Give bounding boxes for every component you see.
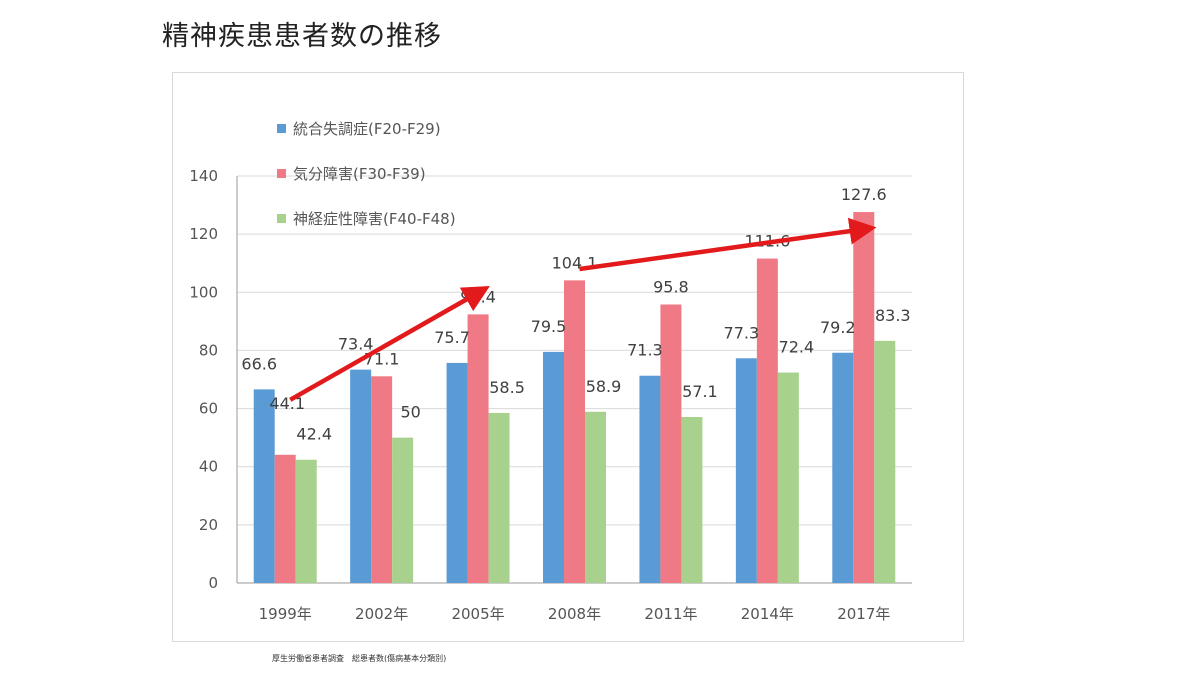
data-label: 57.1 — [682, 382, 718, 401]
page-title: 精神疾患患者数の推移 — [162, 21, 442, 52]
y-tick-label: 80 — [199, 341, 218, 359]
bar — [756, 258, 778, 583]
trend-arrow — [579, 217, 877, 272]
data-label: 66.6 — [241, 354, 277, 373]
data-label: 127.6 — [841, 185, 887, 204]
y-tick-label: 140 — [189, 167, 218, 185]
x-tick-label: 1999年 — [259, 605, 312, 623]
data-label: 79.5 — [531, 317, 567, 336]
bar — [467, 314, 489, 583]
legend-swatch — [277, 214, 286, 223]
bar — [564, 280, 585, 583]
bar — [660, 304, 682, 583]
source-note: 厚生労働省患者調査 総患者数(傷病基本分類別) — [272, 654, 447, 663]
legend-swatch — [277, 124, 286, 133]
y-tick-label: 20 — [199, 516, 218, 534]
legend: 統合失調症(F20-F29) 気分障害(F30-F39) 神経症性障害(F40-F4… — [277, 120, 456, 228]
data-label: 73.4 — [338, 335, 374, 354]
bar — [735, 358, 757, 583]
data-label: 72.4 — [779, 338, 815, 357]
data-label: 58.5 — [489, 378, 525, 397]
bar — [253, 389, 275, 583]
trend-arrows — [289, 217, 877, 402]
y-tick-label: 0 — [208, 574, 218, 592]
legend-label: 神経症性障害(F40-F48) — [293, 210, 456, 228]
bar — [350, 369, 372, 583]
data-label: 95.8 — [653, 277, 689, 296]
bar — [295, 459, 317, 583]
trend-arrow — [289, 286, 490, 402]
y-tick-label: 60 — [199, 400, 218, 418]
bar — [543, 351, 564, 583]
x-tick-label: 2002年 — [355, 605, 408, 623]
legend-label: 気分障害(F30-F39) — [293, 165, 426, 183]
bar — [639, 375, 661, 583]
y-tick-label: 40 — [199, 458, 218, 476]
data-label: 83.3 — [875, 306, 911, 325]
axes: 0 20 40 60 80 100 120 140 1999年 2002年 2005年 2008年 20… — [189, 167, 912, 623]
bar — [585, 411, 606, 583]
bar — [371, 376, 393, 583]
data-label: 79.2 — [820, 318, 856, 337]
bar — [681, 417, 703, 583]
data-label: 71.3 — [627, 341, 663, 360]
bar — [274, 454, 296, 583]
bars — [253, 212, 896, 583]
data-label: 75.7 — [434, 328, 470, 347]
bar — [777, 372, 799, 583]
data-label: 71.1 — [364, 349, 400, 368]
data-label: 50 — [400, 403, 420, 422]
legend-label: 統合失調症(F20-F29) — [293, 120, 441, 138]
bar — [874, 340, 896, 583]
x-tick-label: 2008年 — [548, 605, 601, 623]
bar — [392, 437, 414, 583]
x-tick-label: 2005年 — [451, 605, 504, 623]
bar — [853, 212, 875, 583]
data-label: 77.3 — [724, 323, 760, 342]
data-label: 58.9 — [586, 377, 622, 396]
x-tick-label: 2014年 — [741, 605, 794, 623]
data-label: 42.4 — [296, 425, 332, 444]
legend-swatch — [277, 169, 286, 178]
y-tick-label: 120 — [189, 225, 218, 243]
bar — [446, 362, 468, 583]
y-tick-label: 100 — [189, 283, 218, 301]
x-tick-label: 2017年 — [837, 605, 890, 623]
bar — [832, 352, 854, 583]
x-tick-label: 2011年 — [644, 605, 697, 623]
bar — [488, 412, 510, 583]
